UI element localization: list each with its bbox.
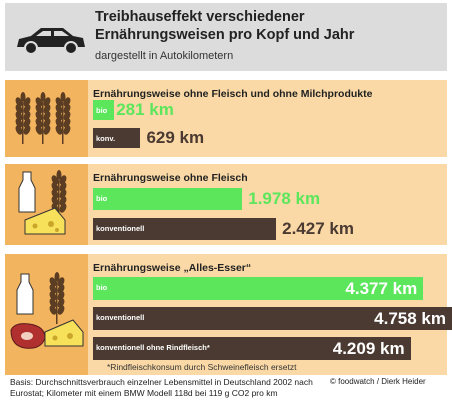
category-label: konventionell (96, 313, 145, 322)
category-label: bio (96, 283, 108, 292)
icon-box (5, 164, 88, 245)
bar (93, 337, 411, 360)
bar (93, 277, 424, 300)
panel: Ernährungsweise ohne Fleisch und ohne Mi… (5, 80, 447, 157)
subtitle: dargestellt in Autokilometern (95, 50, 234, 62)
bar (93, 100, 115, 120)
title: Treibhauseffekt verschiedener Ernährungs… (95, 9, 355, 43)
category-label: konventionell ohne Rindfleisch* (96, 343, 210, 352)
value-label: 2.427 km (282, 219, 354, 238)
bar (93, 128, 141, 148)
category-label: konv. (96, 134, 116, 143)
panel-title: Ernährungsweise ohne Fleisch und ohne Mi… (93, 88, 373, 100)
value-label: 4.758 km (374, 308, 446, 328)
icon-box (5, 80, 88, 157)
panel-title: Ernährungsweise „Alles-Esser“ (93, 262, 252, 274)
bar (93, 218, 277, 240)
credit: © foodwatch / Dierk Heider (330, 377, 426, 386)
icon-box (5, 254, 88, 375)
header (5, 3, 447, 71)
source: Basis: Durchschnittsverbrauch einzelner … (10, 377, 313, 398)
panel: Ernährungsweise „Alles-Esser“ bio 4.377 km… (5, 254, 452, 375)
value-label: 281 km (116, 100, 174, 119)
value-label: 629 km (146, 128, 205, 147)
car-icon (17, 28, 85, 55)
value-label: 1.978 km (248, 189, 321, 208)
bar (93, 188, 243, 210)
category-label: bio (96, 106, 108, 115)
category-label: bio (96, 194, 108, 203)
panel-title: Ernährungsweise ohne Fleisch (93, 172, 248, 184)
value-label: 4.377 km (345, 278, 418, 298)
footnote: *Rindfleischkonsum durch Schweinefleisch… (107, 362, 297, 372)
value-label: 4.209 km (332, 338, 405, 358)
panel: Ernährungsweise ohne Fleisch bio 1.978 km k… (5, 164, 447, 245)
category-label: konventionell (96, 224, 145, 233)
bar (93, 307, 452, 330)
